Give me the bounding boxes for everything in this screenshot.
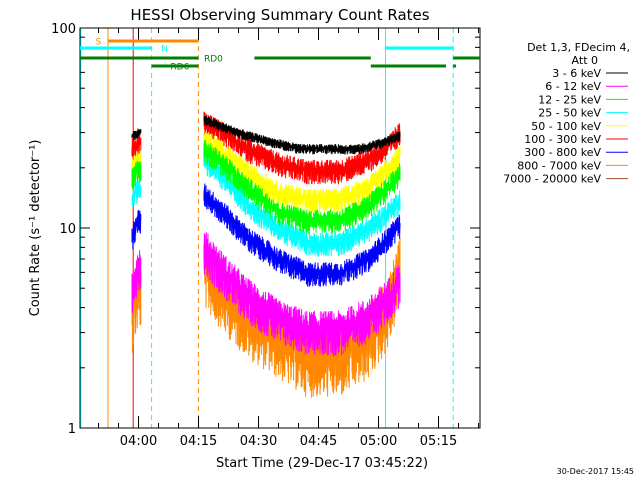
axes: 04:00 04:15 04:30 04:45 05:00 05:15 1 10 100 [51, 22, 480, 449]
chart-title: HESSI Observing Summary Count Rates [130, 6, 429, 24]
legend-label: 50 - 100 keV [531, 120, 601, 133]
footer-date: 30-Dec-2017 15:45 [557, 467, 634, 476]
series-line [131, 128, 142, 141]
x-tick-label: 05:15 [420, 434, 457, 449]
plot-area [80, 28, 454, 428]
x-tick-label: 04:45 [300, 434, 337, 449]
series-line [131, 134, 142, 160]
series-line [203, 115, 401, 155]
x-tick-label: 04:00 [120, 434, 157, 449]
x-axis-label: Start Time (29-Dec-17 03:45:22) [216, 456, 428, 471]
observing-bar-label: S [96, 38, 102, 48]
series-line [203, 232, 401, 357]
y-axis-label: Count Rate (s⁻¹ detector⁻¹) [28, 140, 43, 317]
legend-label: 12 - 25 keV [538, 93, 601, 106]
x-tick-label: 04:30 [240, 434, 277, 449]
y-tick-label: 1 [68, 422, 76, 437]
series-line [203, 183, 401, 287]
legend-label: 3 - 6 keV [552, 67, 601, 80]
legend-title: Att 0 [572, 54, 598, 67]
series-line [203, 150, 401, 257]
series-line [131, 250, 142, 314]
legend-label: 25 - 50 keV [538, 107, 601, 120]
legend-label: 100 - 300 keV [524, 133, 601, 146]
series-line [203, 111, 401, 185]
series-line [131, 160, 142, 190]
legend-label: 7000 - 20000 keV [503, 173, 601, 186]
series-line [131, 177, 142, 207]
legend-label: 800 - 7000 keV [517, 159, 601, 172]
series-line [203, 129, 401, 214]
series-line [203, 140, 401, 235]
y-tick-label: 10 [59, 222, 76, 237]
legend-title: Det 1,3, FDecim 4, [527, 41, 630, 54]
legend-label: 300 - 800 keV [524, 146, 601, 159]
y-tick-label: 100 [51, 22, 76, 37]
observing-bar-label: N [161, 45, 168, 55]
observing-bar-label: RD0 [204, 55, 223, 65]
x-tick-label: 04:15 [180, 434, 217, 449]
series-line [131, 210, 142, 250]
observing-bar-label: RD6 [170, 63, 189, 73]
legend-label: 6 - 12 keV [545, 80, 601, 93]
observing-bars: S N RD0 RD6 [80, 38, 480, 73]
x-tick-label: 05:00 [360, 434, 397, 449]
